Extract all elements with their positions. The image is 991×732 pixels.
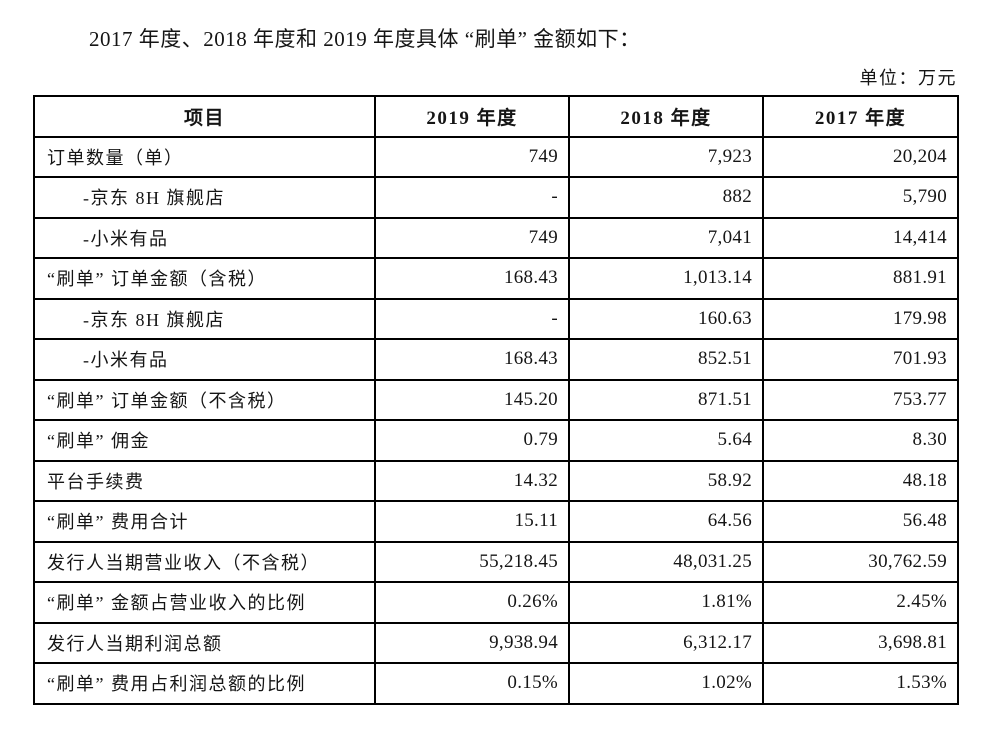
row-label: 订单数量（单） <box>33 135 376 178</box>
table-row: “刷单” 订单金额（不含税） 145.20 871.51 753.77 <box>33 378 959 421</box>
row-value: 749 <box>374 216 570 259</box>
row-label: 发行人当期利润总额 <box>33 621 376 664</box>
row-value: 20,204 <box>762 135 959 178</box>
table-row: “刷单” 金额占营业收入的比例 0.26% 1.81% 2.45% <box>33 581 959 624</box>
row-value: 1,013.14 <box>568 257 764 300</box>
row-value: 168.43 <box>374 257 570 300</box>
row-value: 14.32 <box>374 459 570 502</box>
table-row: 平台手续费 14.32 58.92 48.18 <box>33 459 959 502</box>
row-value: 14,414 <box>762 216 959 259</box>
row-value: 7,923 <box>568 135 764 178</box>
row-value: 179.98 <box>762 297 959 340</box>
row-value: 753.77 <box>762 378 959 421</box>
row-label: 平台手续费 <box>33 459 376 502</box>
row-value: - <box>374 176 570 219</box>
row-value: 168.43 <box>374 338 570 381</box>
row-value: 0.15% <box>374 662 570 705</box>
row-label: -京东 8H 旗舰店 <box>33 297 376 340</box>
row-value: 701.93 <box>762 338 959 381</box>
row-label: 发行人当期营业收入（不含税） <box>33 540 376 583</box>
table-body: 订单数量（单） 749 7,923 20,204 -京东 8H 旗舰店 -882 5,790… <box>33 135 959 705</box>
row-value: 2.45% <box>762 581 959 624</box>
row-value: 1.02% <box>568 662 764 705</box>
row-value: 48,031.25 <box>568 540 764 583</box>
row-value: 145.20 <box>374 378 570 421</box>
row-value: 8.30 <box>762 419 959 462</box>
column-header-2017: 2017 年度 <box>762 95 959 138</box>
row-value: 749 <box>374 135 570 178</box>
table-row: “刷单” 订单金额（含税） 168.43 1,013.14 881.91 <box>33 257 959 300</box>
shuadan-amount-table: 项目 2019 年度 2018 年度 2017 年度 订单数量（单） 749 7,9… <box>33 95 959 705</box>
row-value: 160.63 <box>568 297 764 340</box>
row-value: 3,698.81 <box>762 621 959 664</box>
row-value: 5,790 <box>762 176 959 219</box>
row-value: 58.92 <box>568 459 764 502</box>
row-value: 0.79 <box>374 419 570 462</box>
row-value: 30,762.59 <box>762 540 959 583</box>
column-header-2018: 2018 年度 <box>568 95 764 138</box>
row-value: 1.81% <box>568 581 764 624</box>
row-label: “刷单” 订单金额（不含税） <box>33 378 376 421</box>
row-value: 56.48 <box>762 500 959 543</box>
row-label: “刷单” 订单金额（含税） <box>33 257 376 300</box>
table-row: 订单数量（单） 749 7,923 20,204 <box>33 135 959 178</box>
table-row: “刷单” 费用合计 15.11 64.56 56.48 <box>33 500 959 543</box>
row-value: 881.91 <box>762 257 959 300</box>
row-value: 1.53% <box>762 662 959 705</box>
row-label: -京东 8H 旗舰店 <box>33 176 376 219</box>
row-label: “刷单” 佣金 <box>33 419 376 462</box>
row-label: -小米有品 <box>33 338 376 381</box>
row-value: 64.56 <box>568 500 764 543</box>
table-row: “刷单” 佣金 0.79 5.64 8.30 <box>33 419 959 462</box>
row-value: 0.26% <box>374 581 570 624</box>
row-value: 882 <box>568 176 764 219</box>
document-title: 2017 年度、2018 年度和 2019 年度具体 “刷单” 金额如下： <box>89 27 641 51</box>
table-row: -小米有品 749 7,041 14,414 <box>33 216 959 259</box>
row-value: 15.11 <box>374 500 570 543</box>
row-value: 871.51 <box>568 378 764 421</box>
table-row: -京东 8H 旗舰店 -160.63 179.98 <box>33 297 959 340</box>
row-value: 6,312.17 <box>568 621 764 664</box>
row-value: 5.64 <box>568 419 764 462</box>
row-value: 9,938.94 <box>374 621 570 664</box>
table-row: -小米有品 168.43 852.51 701.93 <box>33 338 959 381</box>
table-row: 发行人当期营业收入（不含税） 55,218.45 48,031.25 30,762.5… <box>33 540 959 583</box>
row-value: - <box>374 297 570 340</box>
table-header-row: 项目 2019 年度 2018 年度 2017 年度 <box>33 95 959 138</box>
row-label: -小米有品 <box>33 216 376 259</box>
row-label: “刷单” 费用占利润总额的比例 <box>33 662 376 705</box>
table-row: -京东 8H 旗舰店 -882 5,790 <box>33 176 959 219</box>
row-value: 852.51 <box>568 338 764 381</box>
row-label: “刷单” 费用合计 <box>33 500 376 543</box>
table-row: 发行人当期利润总额 9,938.94 6,312.17 3,698.81 <box>33 621 959 664</box>
row-value: 7,041 <box>568 216 764 259</box>
row-label: “刷单” 金额占营业收入的比例 <box>33 581 376 624</box>
column-header-2019: 2019 年度 <box>374 95 570 138</box>
table-row: “刷单” 费用占利润总额的比例 0.15% 1.02% 1.53% <box>33 662 959 705</box>
column-header-item: 项目 <box>33 95 376 138</box>
unit-label: 单位：万元 <box>859 68 957 88</box>
row-value: 48.18 <box>762 459 959 502</box>
row-value: 55,218.45 <box>374 540 570 583</box>
